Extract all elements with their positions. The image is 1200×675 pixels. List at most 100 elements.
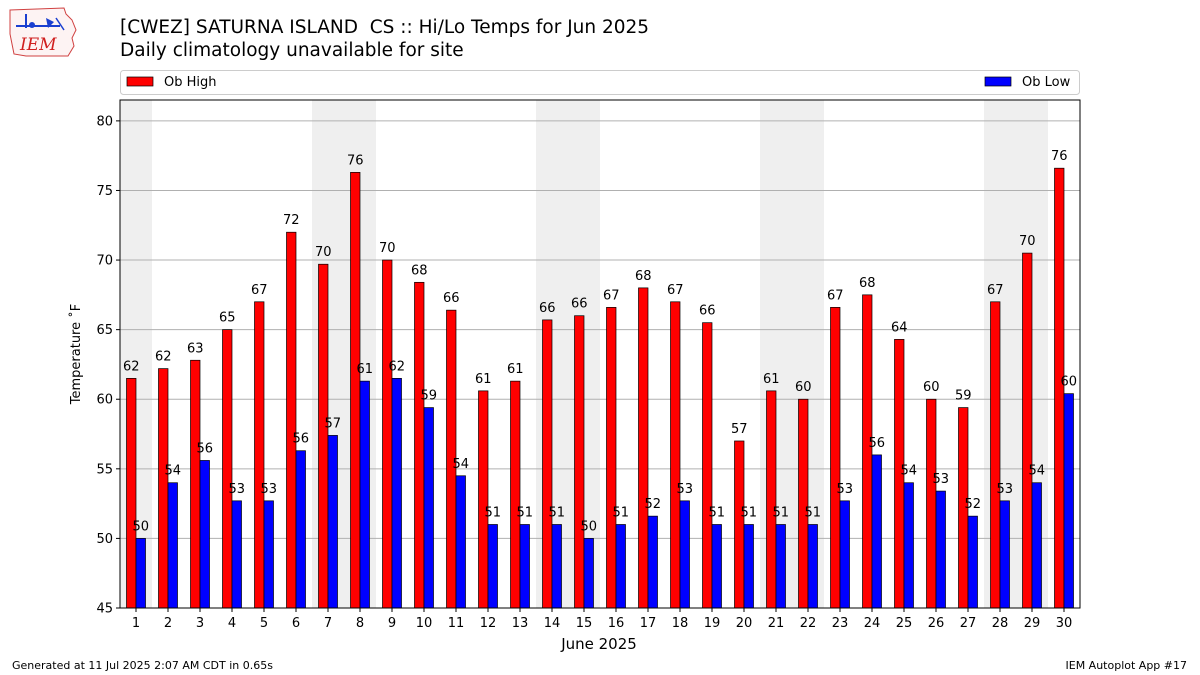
data-label-low: 51 <box>708 505 725 520</box>
data-label-high: 72 <box>283 213 300 228</box>
bar-low <box>871 454 882 609</box>
data-label-low: 62 <box>388 359 405 374</box>
bar-high <box>318 263 329 609</box>
data-label-low: 54 <box>164 464 181 479</box>
bar-low <box>263 500 274 609</box>
bar-high <box>1022 252 1033 609</box>
data-label-low: 50 <box>132 519 149 534</box>
bar-high <box>478 390 489 609</box>
bar-low <box>775 524 786 609</box>
data-label-high: 67 <box>603 288 620 303</box>
x-tick-label: 3 <box>196 616 204 631</box>
data-label-high: 67 <box>251 283 268 298</box>
bar-low <box>967 515 978 609</box>
data-label-high: 65 <box>219 311 236 326</box>
bar-low <box>679 500 690 609</box>
y-tick-label: 50 <box>96 532 113 547</box>
bar-high <box>222 329 233 609</box>
x-tick-label: 4 <box>228 616 236 631</box>
bar-low <box>295 450 306 609</box>
data-label-high: 66 <box>443 291 460 306</box>
data-label-low: 61 <box>356 362 373 377</box>
bar-high <box>190 359 201 609</box>
bar-low <box>391 378 402 609</box>
x-tick-label: 25 <box>896 616 913 631</box>
x-tick-label: 18 <box>672 616 689 631</box>
x-tick-label: 28 <box>992 616 1009 631</box>
x-tick-label: 10 <box>416 616 433 631</box>
data-label-high: 70 <box>379 241 396 256</box>
data-label-low: 56 <box>868 436 885 451</box>
x-tick-label: 29 <box>1024 616 1041 631</box>
bar-high <box>606 307 617 609</box>
data-label-low: 51 <box>772 505 789 520</box>
x-tick-label: 5 <box>260 616 268 631</box>
data-label-low: 57 <box>324 416 341 431</box>
bar-low <box>327 435 338 609</box>
x-tick-label: 1 <box>132 616 140 631</box>
data-label-low: 50 <box>580 519 597 534</box>
bar-high <box>702 322 713 609</box>
bar-low <box>135 538 146 609</box>
y-tick-label: 70 <box>96 254 113 269</box>
bar-low <box>839 500 850 609</box>
data-label-low: 51 <box>804 505 821 520</box>
x-tick-label: 24 <box>864 616 881 631</box>
plot-area: 4550556065707580625016254263563655346753… <box>96 99 1081 631</box>
bar-low <box>199 460 210 609</box>
chart-title: [CWEZ] SATURNA ISLAND CS :: Hi/Lo Temps … <box>120 17 650 38</box>
bar-high <box>862 294 873 609</box>
data-label-high: 60 <box>795 380 812 395</box>
data-label-high: 76 <box>347 153 364 168</box>
bar-high <box>126 378 137 609</box>
legend-low-label: Ob Low <box>1022 75 1071 90</box>
bar-low <box>999 500 1010 609</box>
bar-low <box>1031 482 1042 609</box>
bar-high <box>830 307 841 609</box>
data-label-low: 56 <box>196 441 213 456</box>
data-label-low: 60 <box>1060 375 1077 390</box>
bar-low <box>1063 393 1074 609</box>
data-label-low: 53 <box>228 482 245 497</box>
data-label-low: 52 <box>964 497 981 512</box>
x-tick-label: 26 <box>928 616 945 631</box>
bar-high <box>734 440 745 609</box>
data-label-high: 70 <box>315 245 332 260</box>
bar-low <box>551 524 562 609</box>
app-note: IEM Autoplot App #17 <box>1065 659 1188 672</box>
bar-low <box>807 524 818 609</box>
y-tick-label: 55 <box>96 462 113 477</box>
bar-low <box>231 500 242 609</box>
x-tick-label: 21 <box>768 616 785 631</box>
y-tick-label: 75 <box>96 184 113 199</box>
data-label-high: 67 <box>667 283 684 298</box>
x-tick-label: 6 <box>292 616 300 631</box>
data-label-high: 68 <box>635 269 652 284</box>
x-tick-label: 22 <box>800 616 817 631</box>
bar-high <box>254 301 265 609</box>
data-label-low: 56 <box>292 432 309 447</box>
chart-subtitle: Daily climatology unavailable for site <box>120 40 464 61</box>
bar-low <box>743 524 754 609</box>
x-tick-label: 14 <box>544 616 561 631</box>
data-label-high: 62 <box>123 359 140 374</box>
bar-high <box>350 172 361 609</box>
x-tick-label: 8 <box>356 616 364 631</box>
bar-high <box>638 287 649 609</box>
data-label-low: 51 <box>740 505 757 520</box>
iem-logo: IEM <box>6 4 82 60</box>
x-tick-label: 13 <box>512 616 529 631</box>
data-label-high: 64 <box>891 320 908 335</box>
data-label-low: 52 <box>644 497 661 512</box>
data-label-low: 51 <box>516 505 533 520</box>
data-label-high: 66 <box>539 301 556 316</box>
x-tick-label: 12 <box>480 616 497 631</box>
iowa-map-icon: IEM <box>9 7 77 57</box>
y-tick-label: 65 <box>96 323 113 338</box>
bar-low <box>935 490 946 609</box>
data-label-low: 53 <box>932 472 949 487</box>
data-label-high: 68 <box>859 276 876 291</box>
data-label-high: 61 <box>475 372 492 387</box>
x-tick-label: 15 <box>576 616 593 631</box>
x-tick-label: 30 <box>1056 616 1073 631</box>
